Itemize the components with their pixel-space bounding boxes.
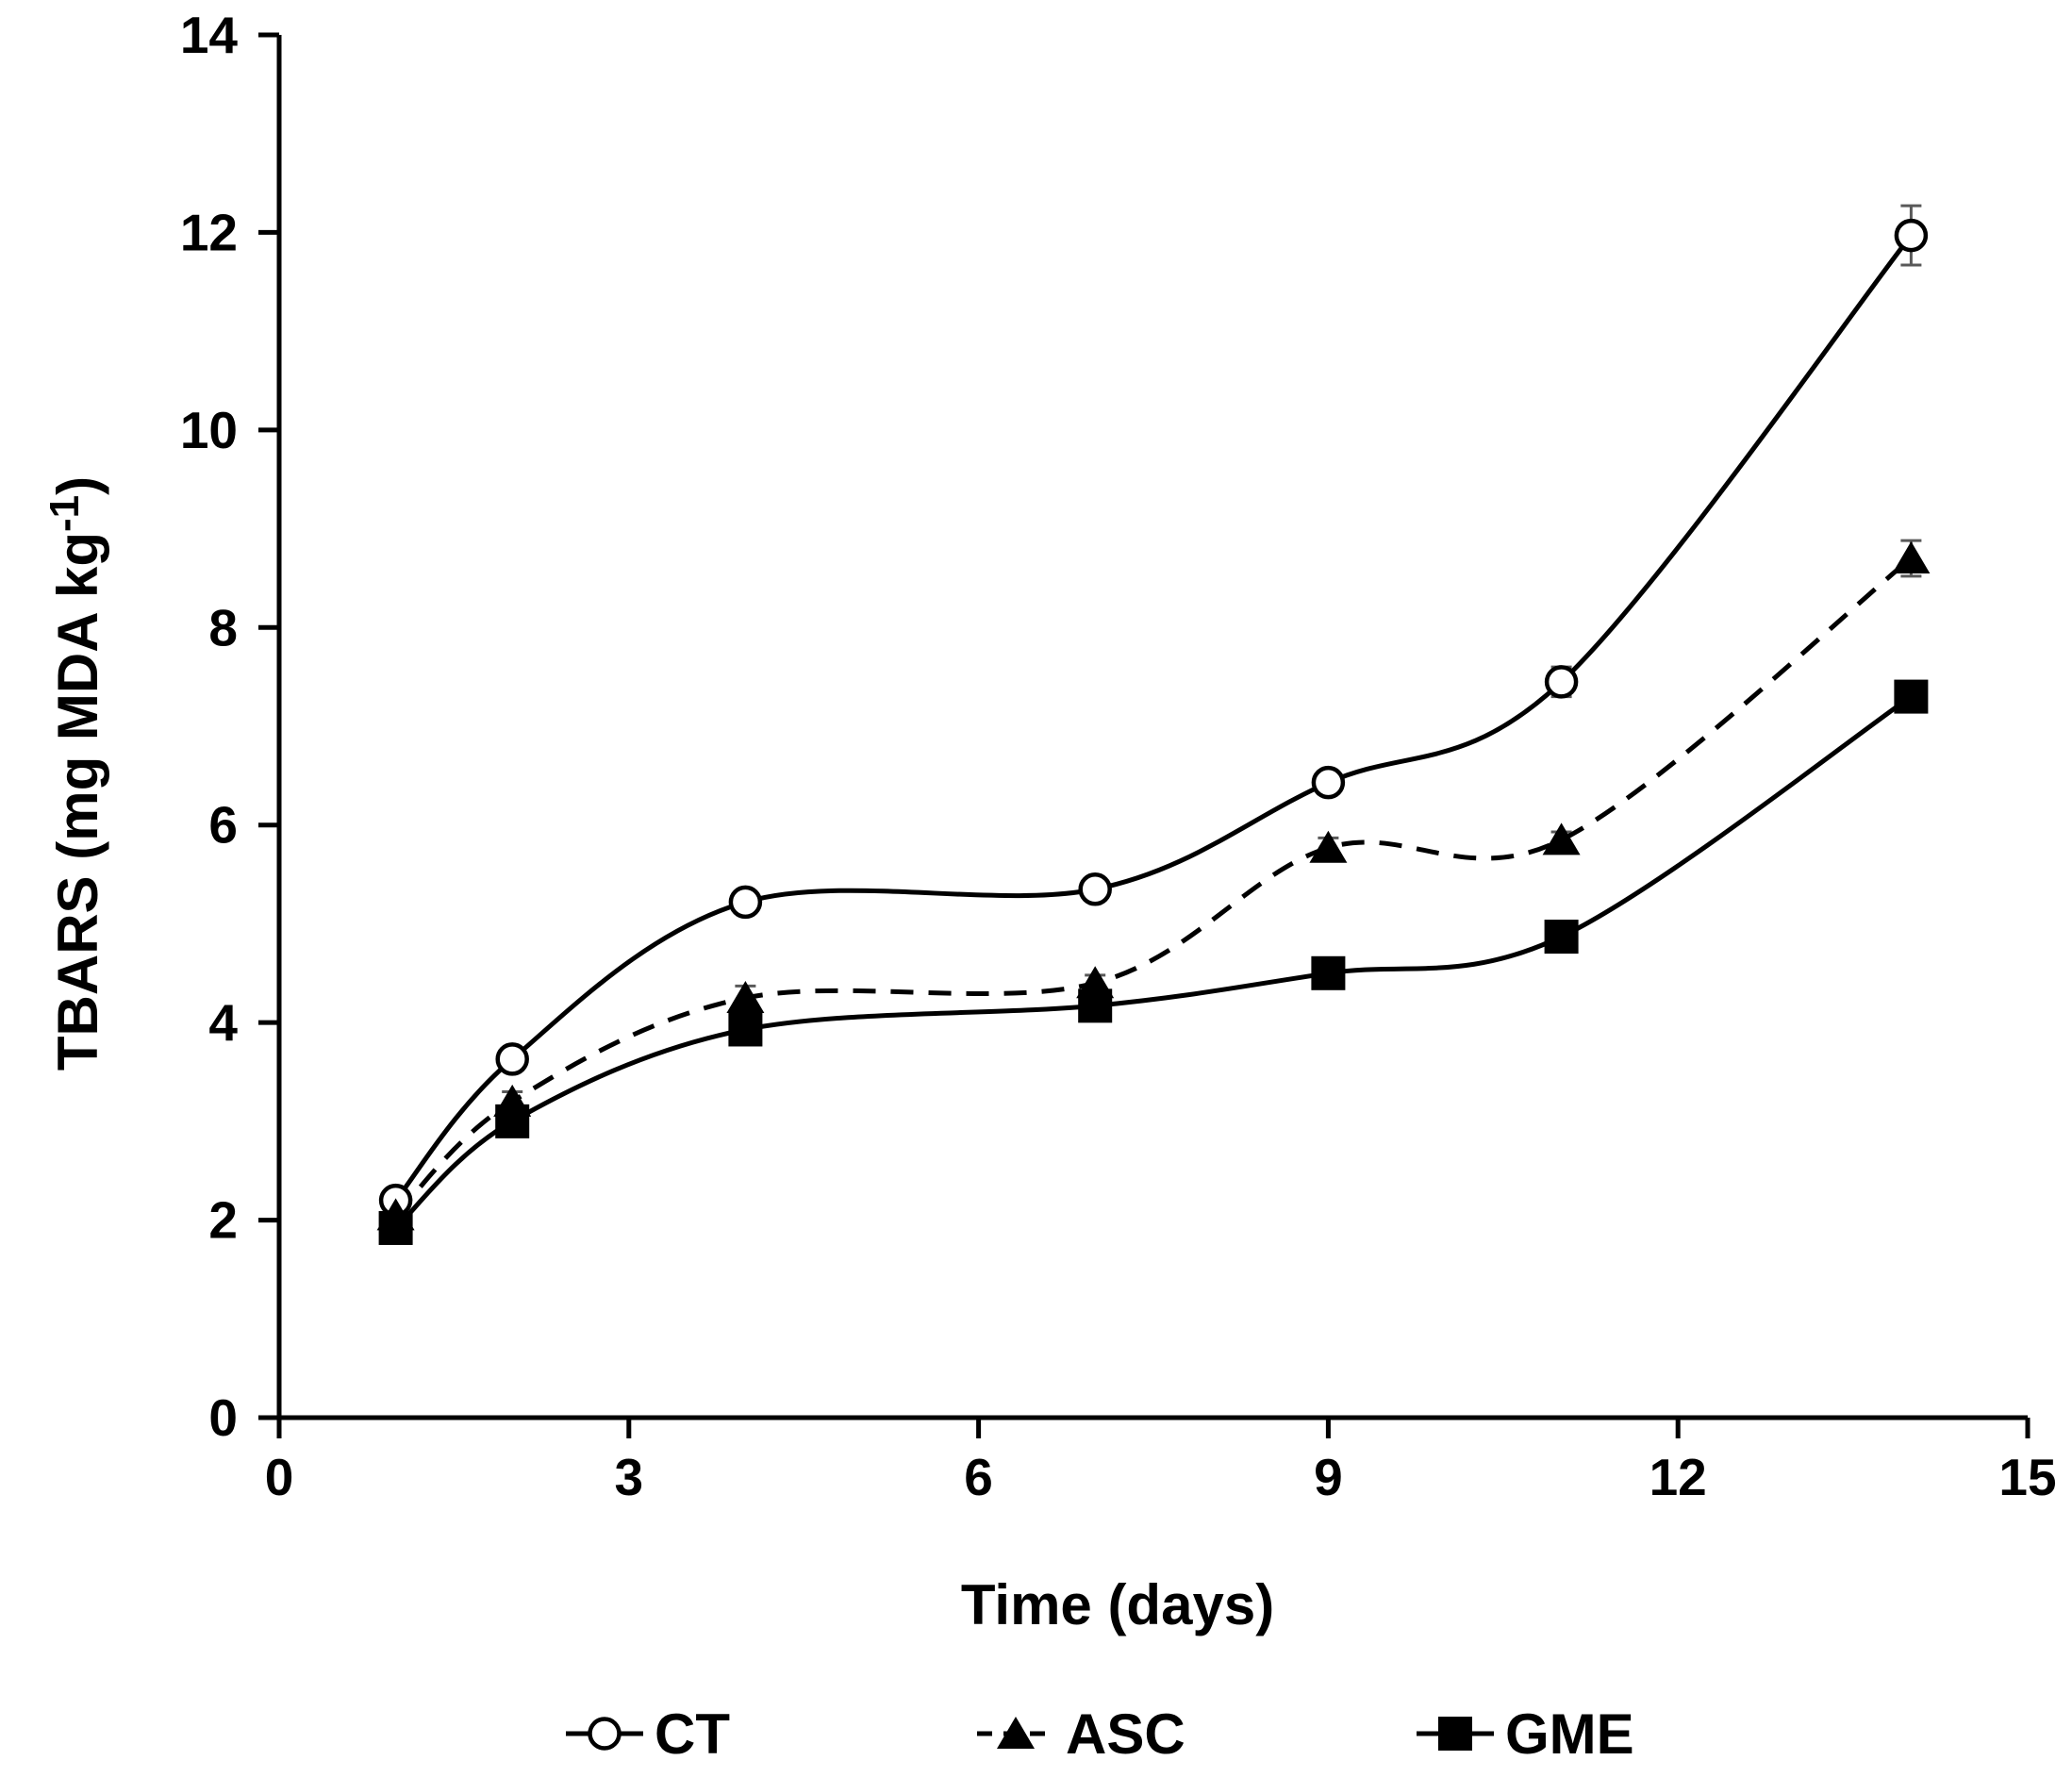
marker-ct-d2 [495, 1042, 529, 1076]
series-line-gme [393, 694, 1913, 1230]
marker-ct-d7 [1078, 872, 1112, 906]
y-tick-label-10: 10 [180, 401, 238, 459]
marker-gme-d11 [1544, 920, 1579, 955]
series-line-ct [393, 234, 1914, 1203]
marker-gme-d4 [728, 1012, 763, 1047]
marker-gme-d1 [378, 1210, 413, 1245]
y-axis-title: TBARS (mg MDA kg-1) [41, 476, 109, 1071]
marker-gme-d7 [1078, 988, 1113, 1023]
x-tick-label-0: 0 [265, 1448, 294, 1506]
legend-marker-gme [1438, 1717, 1472, 1751]
x-axis-title: Time (days) [961, 1573, 1274, 1636]
y-tick-label-4: 4 [208, 993, 238, 1052]
legend-label-asc: ASC [1066, 1702, 1185, 1766]
marker-gme-d9 [1311, 955, 1346, 990]
x-tick-label-9: 9 [1314, 1448, 1343, 1506]
marker-ct-d11 [1544, 665, 1579, 699]
y-tick-label-2: 2 [208, 1191, 238, 1250]
marker-gme-d14 [1894, 679, 1929, 714]
marker-ct-d9 [1311, 765, 1346, 800]
y-tick-label-14: 14 [180, 6, 239, 64]
x-tick-label-6: 6 [964, 1448, 993, 1506]
marker-gme-d2 [495, 1104, 530, 1138]
y-tick-label-12: 12 [180, 203, 238, 261]
x-tick-label-3: 3 [615, 1448, 644, 1506]
marker-asc-d14 [1892, 540, 1931, 573]
y-tick-label-0: 0 [208, 1388, 238, 1447]
marker-ct-d14 [1894, 218, 1929, 253]
x-tick-label-12: 12 [1649, 1448, 1707, 1506]
legend-label-ct: CT [655, 1702, 730, 1766]
y-tick-label-8: 8 [208, 598, 238, 656]
series-line-asc [393, 556, 1913, 1218]
legend-marker-asc [997, 1717, 1035, 1749]
marker-ct-d4 [728, 885, 763, 920]
legend-marker-ct [588, 1717, 622, 1751]
marker-asc-d9 [1309, 830, 1348, 863]
y-tick-label-6: 6 [208, 796, 238, 855]
marker-asc-d11 [1542, 822, 1581, 855]
x-tick-label-15: 15 [1998, 1448, 2056, 1506]
marker-asc-d4 [726, 980, 765, 1013]
legend-label-gme: GME [1505, 1702, 1634, 1766]
